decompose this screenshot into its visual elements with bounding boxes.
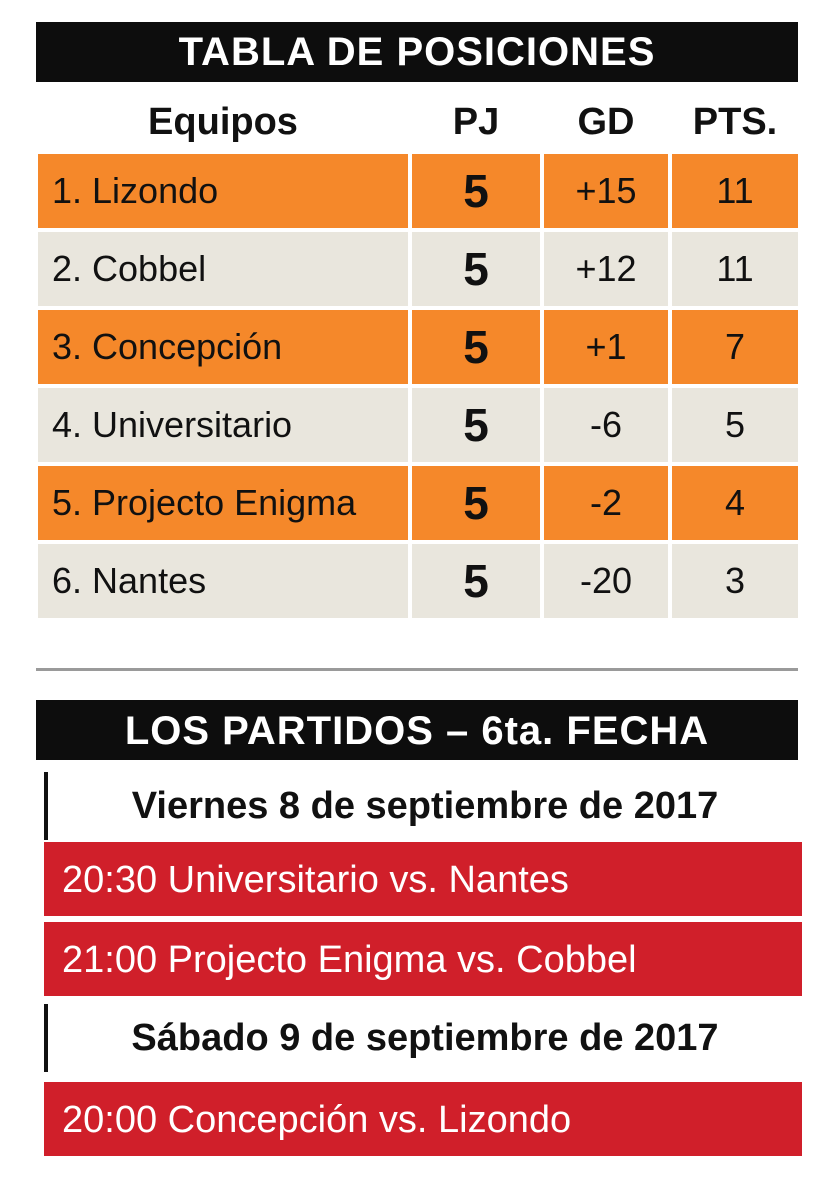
goal-difference: +1 <box>544 310 668 384</box>
match-date: Sábado 9 de septiembre de 2017 <box>44 1004 802 1072</box>
column-header-gd: GD <box>577 101 635 143</box>
goal-difference: -2 <box>544 466 668 540</box>
points: 11 <box>672 232 798 306</box>
match-item: 20:30 Universitario vs. Nantes <box>44 842 802 916</box>
goal-difference: +15 <box>544 154 668 228</box>
points: 4 <box>672 466 798 540</box>
games-played: 5 <box>412 310 540 384</box>
match-date: Viernes 8 de septiembre de 2017 <box>44 772 802 840</box>
table-row: 3. Concepción 5 +1 7 <box>38 310 800 384</box>
team-name: 3. Concepción <box>38 310 408 384</box>
section-divider <box>36 668 798 671</box>
table-row: 2. Cobbel 5 +12 11 <box>38 232 800 306</box>
table-row: 4. Universitario 5 -6 5 <box>38 388 800 462</box>
goal-difference: +12 <box>544 232 668 306</box>
goal-difference: -20 <box>544 544 668 618</box>
goal-difference: -6 <box>544 388 668 462</box>
team-name: 1. Lizondo <box>38 154 408 228</box>
points: 7 <box>672 310 798 384</box>
games-played: 5 <box>412 154 540 228</box>
table-row: 1. Lizondo 5 +15 11 <box>38 154 800 228</box>
matches-title: LOS PARTIDOS – 6ta. FECHA <box>36 700 798 760</box>
table-row: 6. Nantes 5 -20 3 <box>38 544 800 618</box>
team-name: 4. Universitario <box>38 388 408 462</box>
column-header-pts: PTS. <box>692 101 778 143</box>
table-row: 5. Projecto Enigma 5 -2 4 <box>38 466 800 540</box>
points: 11 <box>672 154 798 228</box>
points: 5 <box>672 388 798 462</box>
team-name: 2. Cobbel <box>38 232 408 306</box>
games-played: 5 <box>412 232 540 306</box>
team-name: 6. Nantes <box>38 544 408 618</box>
games-played: 5 <box>412 544 540 618</box>
games-played: 5 <box>412 466 540 540</box>
column-header-pj: PJ <box>452 101 500 143</box>
column-header-team: Equipos <box>148 101 298 143</box>
games-played: 5 <box>412 388 540 462</box>
team-name: 5. Projecto Enigma <box>38 466 408 540</box>
match-item: 21:00 Projecto Enigma vs. Cobbel <box>44 922 802 996</box>
points: 3 <box>672 544 798 618</box>
standings-title: TABLA DE POSICIONES <box>36 22 798 82</box>
match-item: 20:00 Concepción vs. Lizondo <box>44 1082 802 1156</box>
